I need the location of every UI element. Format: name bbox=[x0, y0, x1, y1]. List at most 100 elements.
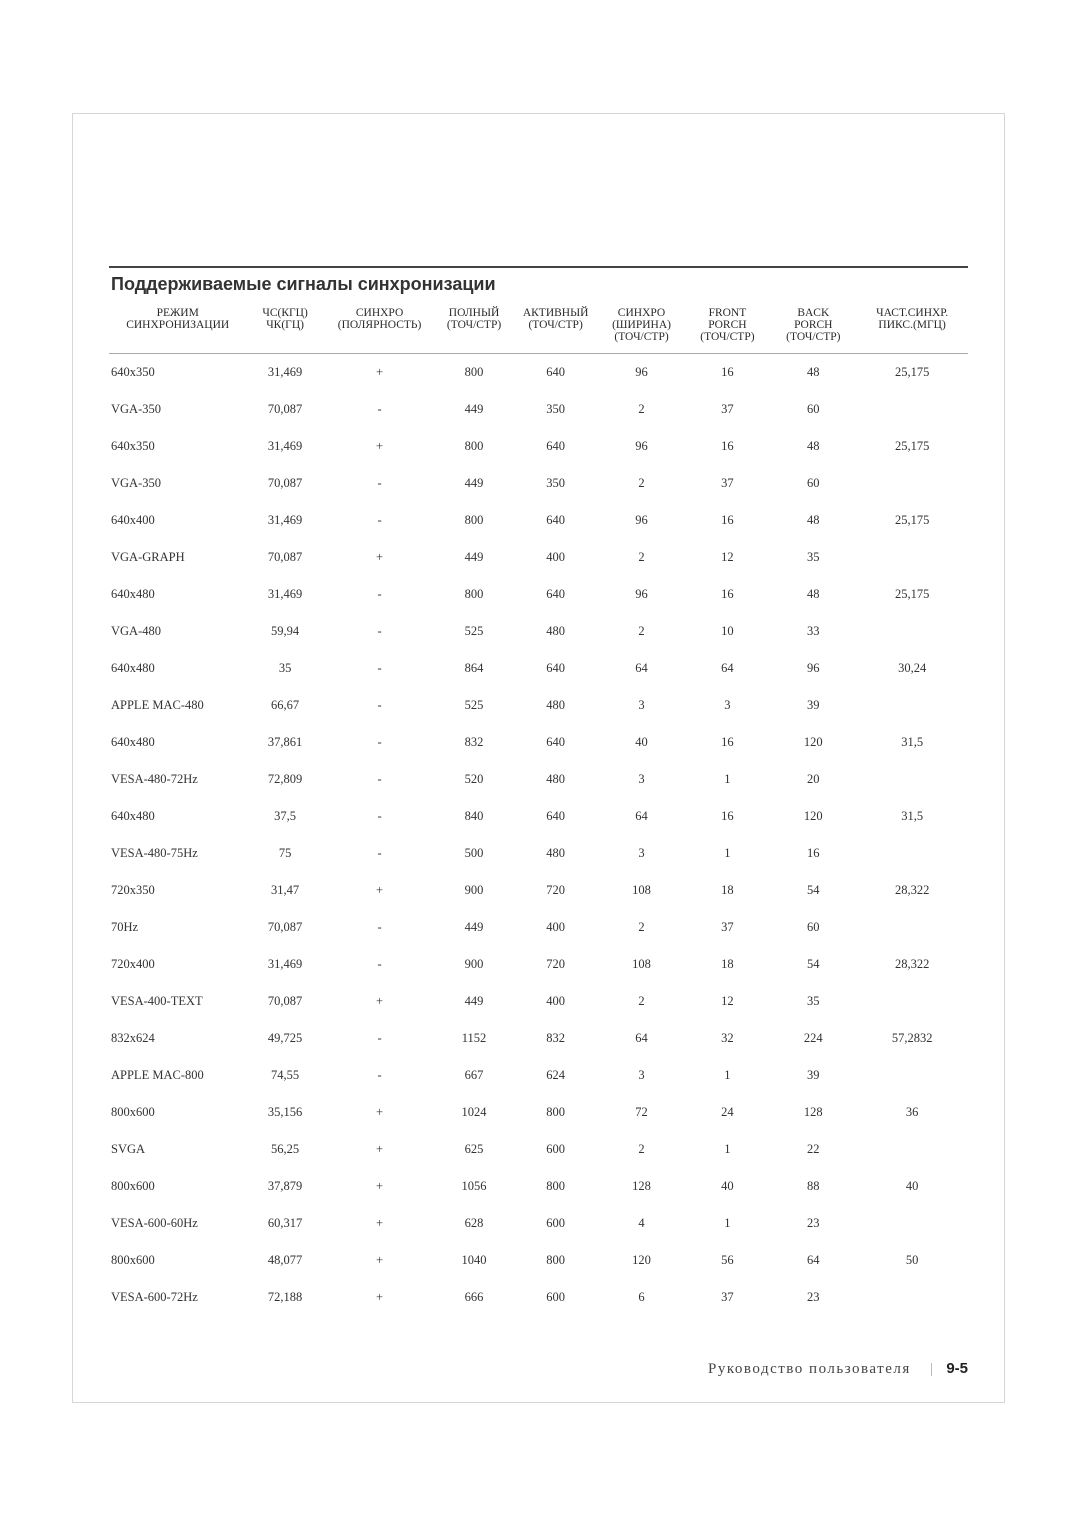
table-row: VGA-48059,94-52548021033 bbox=[109, 613, 968, 650]
value-cell: 25,175 bbox=[856, 502, 968, 539]
value-cell: 18 bbox=[684, 946, 770, 983]
value-cell: 60,317 bbox=[246, 1205, 323, 1242]
value-cell: - bbox=[324, 724, 436, 761]
table-row: 800x60048,077+1040800120566450 bbox=[109, 1242, 968, 1279]
value-cell: 628 bbox=[435, 1205, 512, 1242]
value-cell: - bbox=[324, 502, 436, 539]
value-cell: 64 bbox=[684, 650, 770, 687]
value-cell: 48 bbox=[770, 502, 856, 539]
value-cell: 23 bbox=[770, 1205, 856, 1242]
value-cell: 70,087 bbox=[246, 465, 323, 502]
table-row: VESA-480-75Hz75-5004803116 bbox=[109, 835, 968, 872]
column-header: АКТИВНЫЙ (ТОЧ/СТР) bbox=[513, 301, 599, 354]
value-cell: 120 bbox=[599, 1242, 685, 1279]
value-cell: 449 bbox=[435, 909, 512, 946]
table-row: 640x48031,469-80064096164825,175 bbox=[109, 576, 968, 613]
mode-cell: VGA-480 bbox=[109, 613, 246, 650]
value-cell: - bbox=[324, 576, 436, 613]
value-cell: 16 bbox=[684, 354, 770, 392]
value-cell: 1 bbox=[684, 835, 770, 872]
page-number: 9-5 bbox=[946, 1360, 968, 1377]
value-cell: 624 bbox=[513, 1057, 599, 1094]
value-cell: 480 bbox=[513, 613, 599, 650]
value-cell: - bbox=[324, 613, 436, 650]
value-cell: 66,67 bbox=[246, 687, 323, 724]
table-row: VGA-35070,087-44935023760 bbox=[109, 391, 968, 428]
value-cell: 2 bbox=[599, 391, 685, 428]
value-cell: 1040 bbox=[435, 1242, 512, 1279]
value-cell: 25,175 bbox=[856, 428, 968, 465]
value-cell bbox=[856, 613, 968, 650]
footer-separator: | bbox=[930, 1361, 933, 1377]
value-cell: + bbox=[324, 983, 436, 1020]
mode-cell: 640x480 bbox=[109, 724, 246, 761]
value-cell bbox=[856, 835, 968, 872]
value-cell: 59,94 bbox=[246, 613, 323, 650]
value-cell: + bbox=[324, 1242, 436, 1279]
value-cell: 480 bbox=[513, 835, 599, 872]
value-cell: 108 bbox=[599, 872, 685, 909]
value-cell: 3 bbox=[599, 1057, 685, 1094]
content-area: Поддерживаемые сигналы синхронизации РЕЖ… bbox=[109, 266, 968, 1316]
mode-cell: 640x480 bbox=[109, 650, 246, 687]
footer-text: Руководство пользователя bbox=[708, 1361, 911, 1377]
value-cell: 96 bbox=[599, 502, 685, 539]
value-cell: 23 bbox=[770, 1279, 856, 1316]
value-cell: 640 bbox=[513, 428, 599, 465]
value-cell: 666 bbox=[435, 1279, 512, 1316]
table-row: 832x62449,725-1152832643222457,2832 bbox=[109, 1020, 968, 1057]
value-cell: 449 bbox=[435, 983, 512, 1020]
table-row: VESA-400-TEXT70,087+44940021235 bbox=[109, 983, 968, 1020]
value-cell: 35 bbox=[770, 983, 856, 1020]
value-cell: - bbox=[324, 909, 436, 946]
value-cell: 25,175 bbox=[856, 576, 968, 613]
table-row: 800x60035,156+1024800722412836 bbox=[109, 1094, 968, 1131]
value-cell: 1056 bbox=[435, 1168, 512, 1205]
value-cell: 72 bbox=[599, 1094, 685, 1131]
value-cell: 96 bbox=[599, 576, 685, 613]
mode-cell: 70Hz bbox=[109, 909, 246, 946]
value-cell: 64 bbox=[599, 650, 685, 687]
value-cell: 625 bbox=[435, 1131, 512, 1168]
value-cell: 800 bbox=[513, 1242, 599, 1279]
value-cell: 400 bbox=[513, 909, 599, 946]
table-row: VGA-35070,087-44935023760 bbox=[109, 465, 968, 502]
value-cell: - bbox=[324, 798, 436, 835]
value-cell: + bbox=[324, 428, 436, 465]
column-header: FRONT PORCH (ТОЧ/СТР) bbox=[684, 301, 770, 354]
value-cell: 832 bbox=[513, 1020, 599, 1057]
value-cell: + bbox=[324, 872, 436, 909]
mode-cell: VESA-480-72Hz bbox=[109, 761, 246, 798]
value-cell: 28,322 bbox=[856, 872, 968, 909]
value-cell: 60 bbox=[770, 465, 856, 502]
value-cell: 120 bbox=[770, 798, 856, 835]
value-cell: 72,188 bbox=[246, 1279, 323, 1316]
value-cell: 54 bbox=[770, 872, 856, 909]
value-cell: 128 bbox=[770, 1094, 856, 1131]
value-cell: 480 bbox=[513, 687, 599, 724]
value-cell: 6 bbox=[599, 1279, 685, 1316]
value-cell: 37 bbox=[684, 909, 770, 946]
mode-cell: 800x600 bbox=[109, 1168, 246, 1205]
value-cell: 31,469 bbox=[246, 576, 323, 613]
value-cell: 37,861 bbox=[246, 724, 323, 761]
value-cell bbox=[856, 909, 968, 946]
value-cell: 36 bbox=[856, 1094, 968, 1131]
column-header: ЧАСТ.СИНХР. ПИКС.(МГЦ) bbox=[856, 301, 968, 354]
value-cell: 16 bbox=[684, 798, 770, 835]
table-body: Поддерживаемые сигналы синхронизации РЕЖ… bbox=[109, 267, 968, 1316]
value-cell: 400 bbox=[513, 983, 599, 1020]
value-cell: 75 bbox=[246, 835, 323, 872]
value-cell bbox=[856, 983, 968, 1020]
value-cell: 16 bbox=[684, 576, 770, 613]
value-cell: 1 bbox=[684, 761, 770, 798]
value-cell: 2 bbox=[599, 613, 685, 650]
table-row: 800x60037,879+1056800128408840 bbox=[109, 1168, 968, 1205]
value-cell: 800 bbox=[435, 428, 512, 465]
value-cell bbox=[856, 687, 968, 724]
value-cell: 70,087 bbox=[246, 983, 323, 1020]
mode-cell: 640x480 bbox=[109, 576, 246, 613]
value-cell: 56 bbox=[684, 1242, 770, 1279]
value-cell: 16 bbox=[684, 724, 770, 761]
value-cell: 33 bbox=[770, 613, 856, 650]
